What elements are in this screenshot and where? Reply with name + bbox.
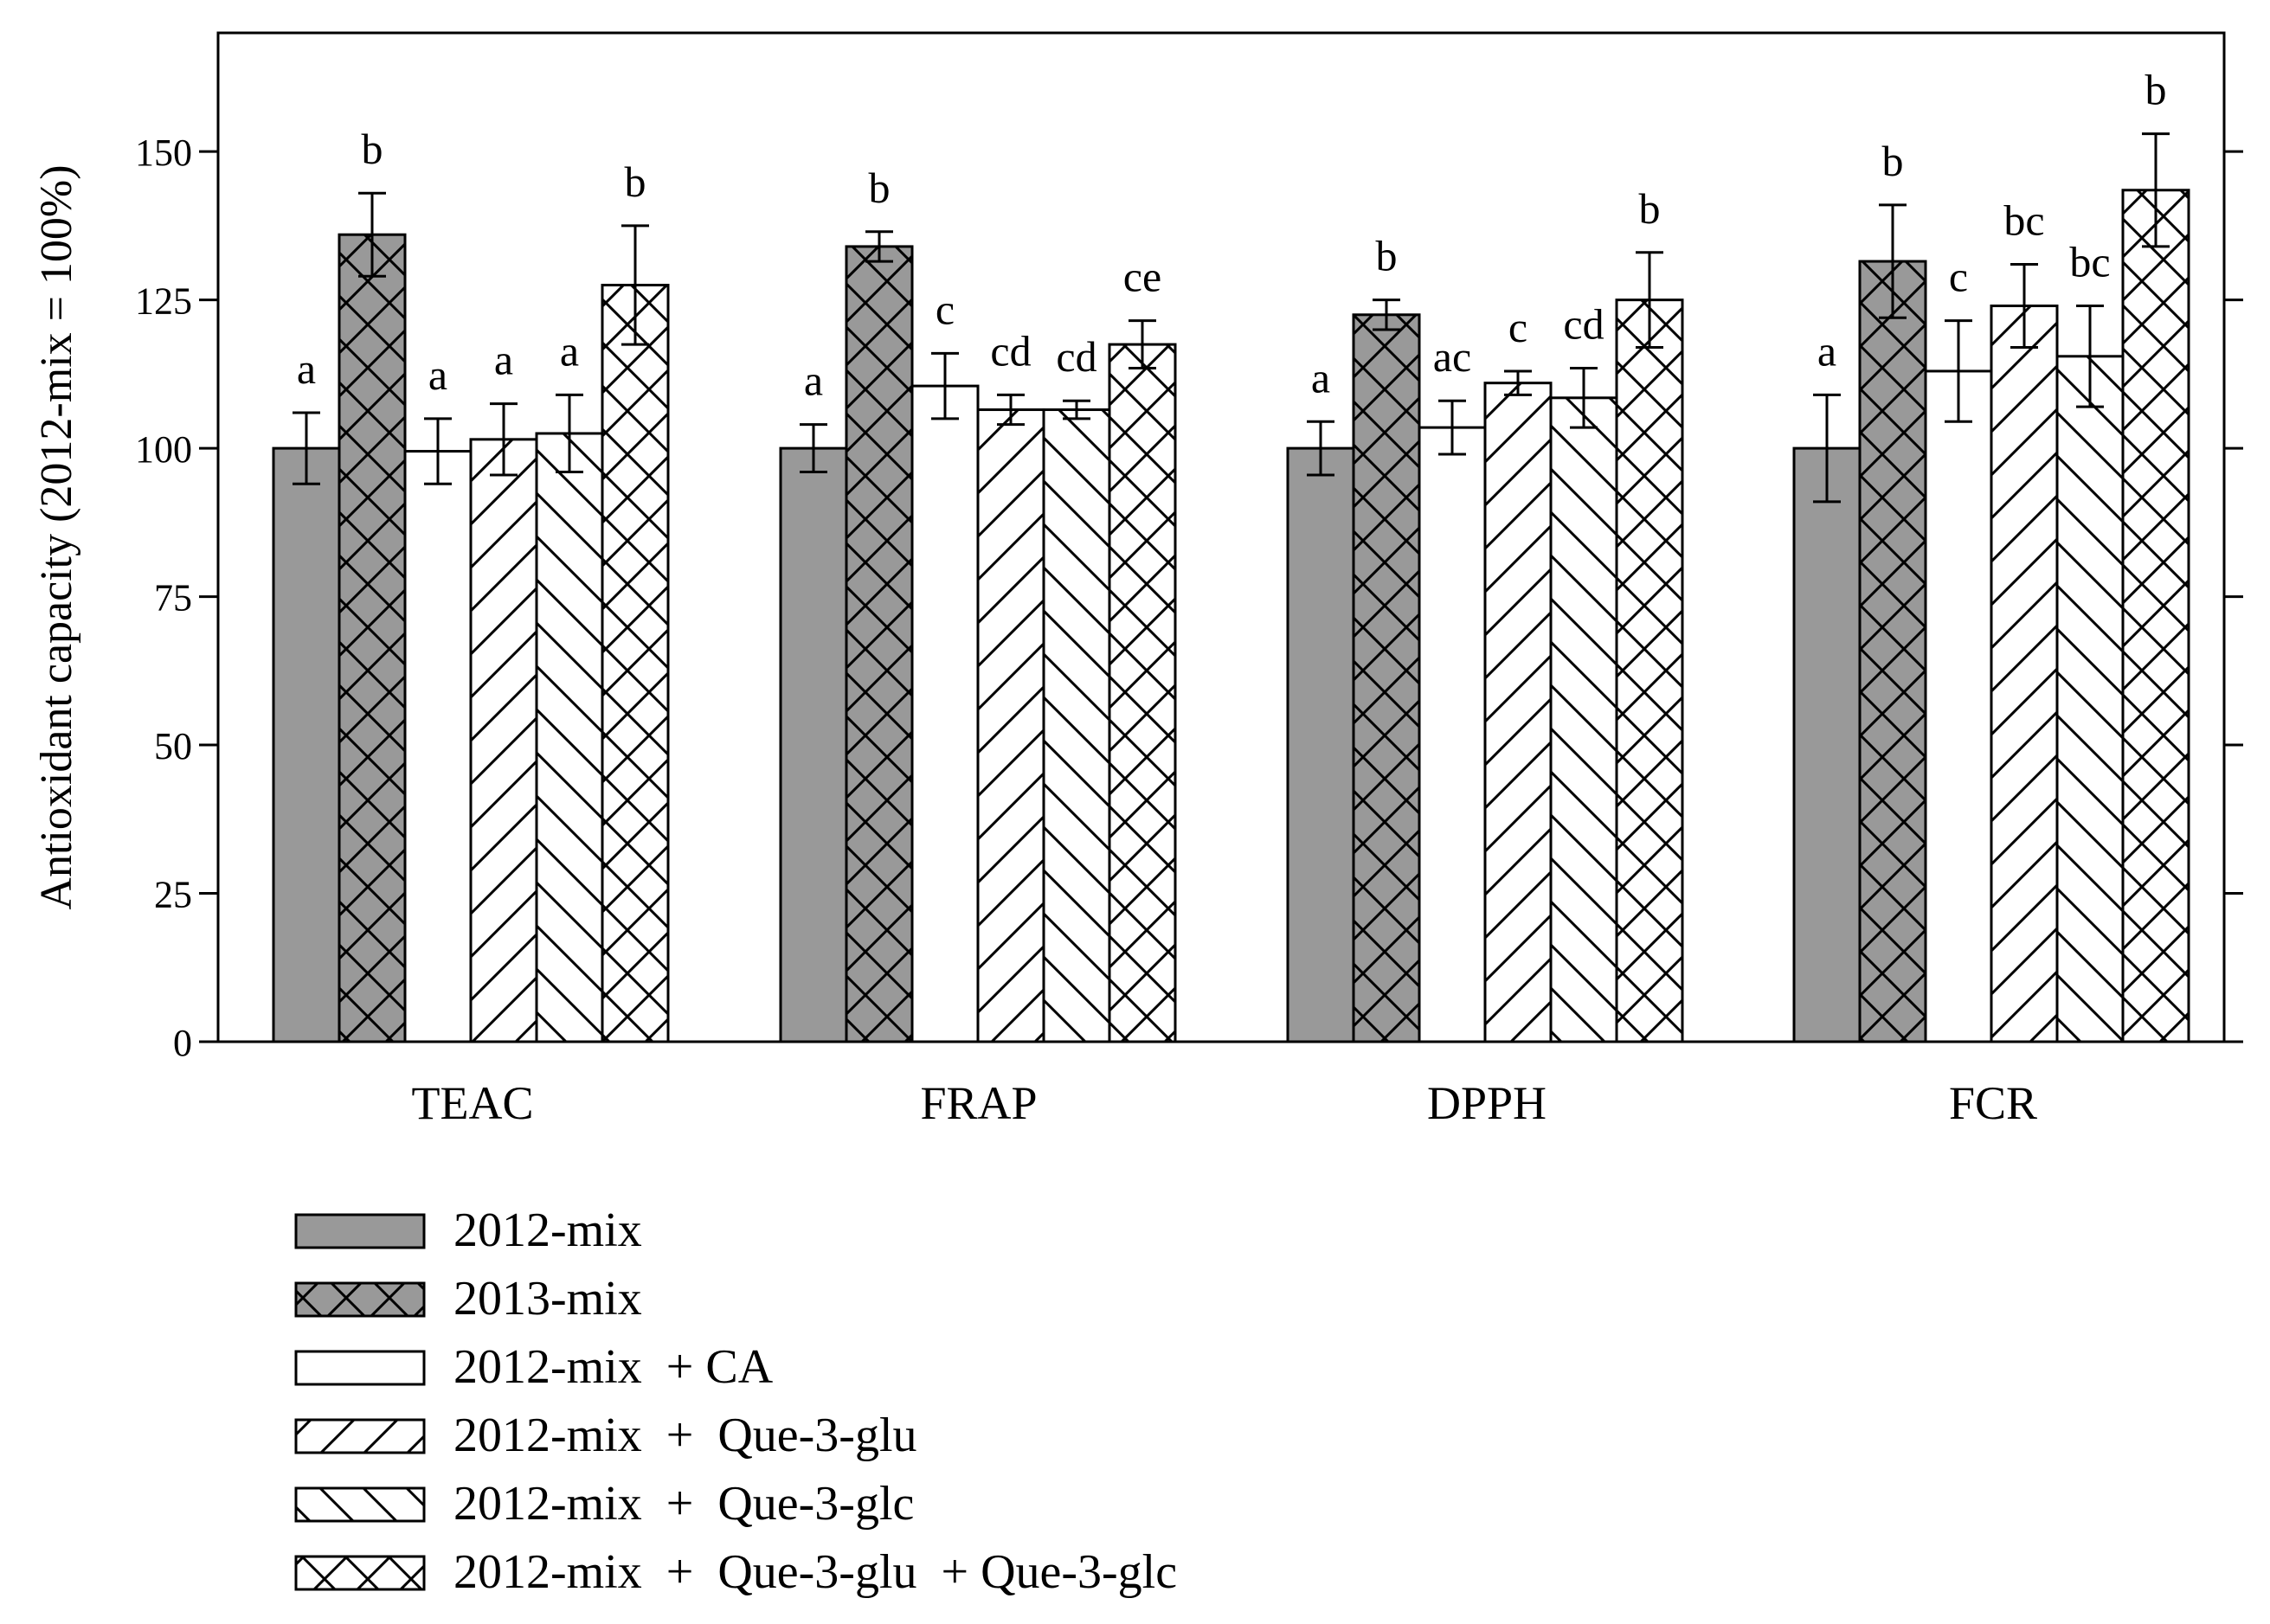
significance-label: a — [428, 350, 447, 399]
bar — [1418, 426, 1487, 1043]
bar — [403, 450, 473, 1043]
significance-label: a — [560, 326, 579, 375]
bar — [1924, 369, 1993, 1043]
bar — [2121, 189, 2190, 1043]
significance-label: a — [804, 356, 823, 405]
significance-label: bc — [2069, 238, 2110, 286]
bar — [1549, 396, 1618, 1043]
legend-label: 2012-mix + Que-3-glc — [453, 1477, 914, 1531]
bar — [469, 438, 538, 1043]
significance-label: cd — [1056, 332, 1096, 381]
bar — [910, 384, 980, 1043]
x-tick-label: DPPH — [1427, 1077, 1547, 1129]
x-tick-label: FRAP — [920, 1077, 1037, 1129]
significance-label: ac — [1433, 332, 1471, 381]
bar — [1858, 260, 1927, 1043]
significance-label: bc — [2003, 196, 2044, 244]
x-axis: TEAC FRAP DPPH FCR — [412, 1077, 2038, 1129]
bar — [1615, 298, 1684, 1043]
legend-swatch — [294, 1281, 426, 1318]
bar — [779, 446, 848, 1043]
legend-label: 2012-mix + Que-3-glu — [453, 1409, 917, 1462]
significance-label: c — [1949, 253, 1968, 301]
bar — [272, 446, 341, 1043]
bar — [1286, 446, 1355, 1043]
significance-label: a — [297, 344, 316, 393]
bar — [1352, 313, 1421, 1043]
plot-area-frame — [216, 31, 2226, 1043]
bar — [535, 432, 604, 1043]
bar — [1792, 446, 1862, 1043]
significance-label: cd — [990, 326, 1031, 375]
significance-label: a — [494, 336, 513, 384]
y-tick-label: 50 — [154, 725, 192, 767]
significance-label: b — [1376, 232, 1398, 280]
y-tick-label: 75 — [154, 577, 192, 619]
bar — [1483, 382, 1553, 1043]
significance-label: b — [1639, 184, 1661, 233]
x-tick-label: TEAC — [412, 1077, 534, 1129]
y-tick-label: 0 — [173, 1022, 192, 1064]
legend-label: 2012-mix — [453, 1204, 642, 1257]
legend-swatch — [294, 1486, 426, 1523]
significance-label: ce — [1123, 253, 1161, 301]
legend-swatch — [294, 1213, 426, 1249]
x-tick-label: FCR — [1949, 1077, 2037, 1129]
bar — [976, 408, 1045, 1043]
significance-label: a — [1311, 353, 1330, 401]
bar — [601, 284, 670, 1043]
significance-label: b — [869, 164, 891, 212]
bar — [1108, 343, 1177, 1043]
y-tick-label: 25 — [154, 874, 192, 916]
significance-label: b — [1882, 137, 1904, 185]
y-axis-label: Antioxidant capacity (2012-mix = 100%) — [32, 164, 81, 909]
significance-label: cd — [1563, 300, 1604, 349]
y-axis: 0 25 50 75 100 125 150 — [135, 132, 2243, 1064]
bar — [845, 245, 914, 1043]
legend-label: 2013-mix — [453, 1272, 642, 1326]
y-tick-label: 100 — [135, 428, 192, 471]
bar — [2055, 355, 2125, 1043]
significance-label: a — [1817, 326, 1836, 375]
bar — [338, 233, 407, 1043]
significance-label: b — [625, 157, 646, 206]
y-tick-label: 150 — [135, 132, 192, 174]
legend-label: 2012-mix + Que-3-glu + Que-3-glc — [453, 1545, 1177, 1599]
bar — [1990, 305, 2059, 1043]
significance-label: b — [2145, 66, 2167, 114]
legend-swatch — [294, 1350, 426, 1386]
legend-label: 2012-mix + CA — [453, 1340, 774, 1394]
y-tick-label: 125 — [135, 280, 192, 323]
legend-swatch — [294, 1418, 426, 1454]
bar — [1042, 408, 1111, 1043]
significance-label: c — [1508, 303, 1527, 351]
legend-swatch — [294, 1555, 426, 1591]
legend: 2012-mix 2013-mix 2012-mix + CA 2012-mix + … — [294, 1204, 1177, 1599]
significance-label: c — [936, 285, 955, 333]
significance-label: b — [362, 125, 383, 173]
